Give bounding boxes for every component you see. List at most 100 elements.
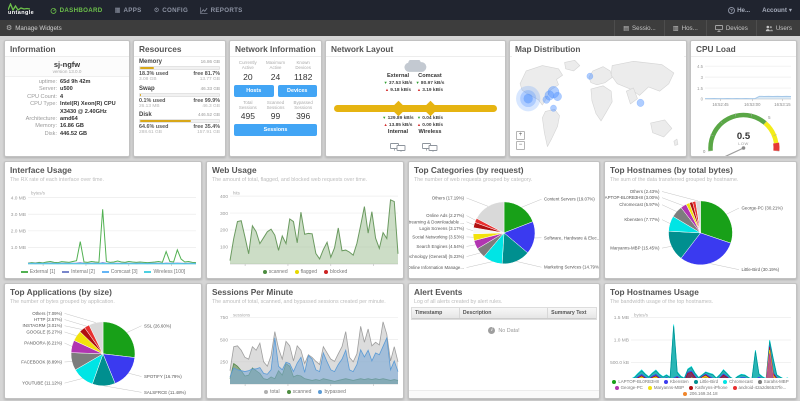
legend-marker [612,379,617,384]
stat-label: Bypassed Sessions [293,99,313,110]
column-description[interactable]: Description [460,308,549,318]
zoom-in-button[interactable]: + [516,131,525,140]
legend-item[interactable]: Internal [2] [62,269,95,275]
toggle-sessions[interactable]: ▤ Sessio... [614,20,664,36]
help-menu[interactable]: ? He... [728,6,750,14]
map-point[interactable] [636,98,645,107]
legend-label: Internal [2] [71,269,95,275]
legend-item[interactable]: blocked [324,269,347,275]
map-point[interactable] [586,72,594,80]
map-point[interactable] [547,86,560,99]
gauge-tick [710,134,714,136]
interface-comcast[interactable]: Comcast ▼ 80.97 kB/s ▲ 3.19 kB/s [398,73,462,94]
interface-internal[interactable]: ▼ 129.89 kB/s ▲ 13.85 kB/s Internal [366,115,430,136]
gauge-min-label: 0 [703,149,706,154]
label-leader-line [516,261,542,268]
widget-web-usage: Web Usage The amount of total, flagged, … [206,161,404,279]
pie-slice[interactable] [503,201,534,234]
pie-slice-label: GOOGLE (5.27%) [26,329,62,334]
legend-item[interactable]: Wireless [100] [144,269,185,275]
column-summary-text[interactable]: Summary Text [551,310,587,316]
nav-dashboard[interactable]: DASHBOARD [50,6,102,14]
series-line [631,324,789,378]
host-block: sj-ngfw version 13.0.0 [5,57,129,77]
legend-label: android-42a2d66537fe... [738,385,787,390]
legend-item[interactable]: George-PC [614,385,643,390]
legend-item[interactable]: android-42a2d66537fe... [732,385,787,390]
map-point[interactable] [542,95,551,104]
pie-slice[interactable] [700,200,733,244]
legend-item[interactable]: Chromecast [723,379,753,384]
pie-slice-label: LAPTOP-BL0RB3H8 (3.00%) [605,195,660,200]
x-tick-label: 16:00 [239,267,251,268]
legend-item[interactable]: Kathryns-iPhone [689,385,728,390]
legend-item[interactable]: Comcast [3] [101,269,138,275]
wireless-devices[interactable]: 26 [410,139,450,156]
x-tick-label: 16:15 [282,387,294,388]
pie-slice[interactable] [476,201,505,234]
legend-item[interactable]: total [264,389,280,395]
top-hostnames-usage-chart: 500.0 kB1.0 MB1.5 MB16:0016:1516:3016:45… [605,306,796,378]
legend-item[interactable]: scanned [262,269,288,275]
nav-label: APPS [123,6,142,14]
legend-item[interactable]: bypassed [318,389,346,395]
users-icon [765,25,773,31]
legend-marker [683,391,688,396]
memory-bar-fill [140,67,155,69]
toggle-devices[interactable]: Devices [705,20,756,36]
legend-item[interactable]: 206.169.34.18 [683,391,718,396]
series-area [766,353,774,378]
x-tick-label: 16:53:15 [774,102,791,107]
widget-title: Top Applications (by size) [10,287,112,297]
legend-item[interactable]: flagged [294,269,317,275]
toggle-users[interactable]: Users [755,20,800,36]
legend-label: Sarahs-MBP [763,379,789,384]
world-map[interactable]: + − [512,56,684,154]
interface-wireless[interactable]: ▼ 0.04 kB/s ▲ 0.00 kB/s Wireless [398,115,462,136]
pie-slice[interactable] [102,321,136,358]
free-amount: 157.91 GB [197,130,220,135]
legend-item[interactable]: External [1] [20,269,55,275]
info-rows: uptime: 65d 9h 42m Server: u500 CPU Count:… [5,77,129,140]
pie-slice-label: Login Screens (3.17%) [419,226,464,231]
pie-slice[interactable] [695,200,701,233]
label-leader-line [661,197,684,206]
session-stats: Total Sessions 495 Scanned Sessions 99 Byp… [234,100,317,122]
legend-item[interactable]: LAPTOP-BL0RB3H8 [612,379,659,384]
legend-item[interactable]: Maryanns-MBP [647,385,684,390]
nav-reports[interactable]: REPORTS [200,6,243,14]
toggle-hosts[interactable]: ▥ Hos... [663,20,706,36]
legend-item[interactable]: scanned [286,389,311,395]
x-tick-label: 16:15 [282,267,294,268]
info-value: 4 [60,93,64,100]
devices-button[interactable]: Devices [277,84,317,97]
legend-marker [723,379,728,384]
legend-item[interactable]: Sarahs-MBP [757,379,789,384]
gauge-tick [750,113,753,117]
bus-connector [422,100,438,117]
column-timestamp[interactable]: Timestamp [412,308,460,318]
hosts-button[interactable]: Hosts [234,84,274,97]
nav-apps[interactable]: ▦ APPS [115,6,142,15]
nav-config[interactable]: ⚙ CONFIG [154,6,189,15]
map-point[interactable] [553,92,562,101]
legend-label: Kbensten [670,379,689,384]
map-point[interactable] [550,104,557,112]
zoom-out-button[interactable]: − [516,141,525,150]
y-tick-label: 200 [220,228,228,234]
pie-slice[interactable] [88,321,104,354]
interface-usage-chart: 1.0 MB 2.0 MB 3.0 MB 4.0 MB 16:00 16:15 16:30 1… [5,184,201,268]
untangle-logo[interactable]: untangle [8,3,34,17]
account-menu[interactable]: Account ▾ [762,7,792,14]
legend-label: Comcast [3] [110,269,138,275]
pie-slice[interactable] [680,232,732,266]
label-leader-line [64,319,87,327]
chart-canvas: 250 500 750 16:00 16:15 16:30 16:45 sessions [220,313,399,388]
chevron-down-icon: ▾ [788,6,792,14]
manage-widgets-button[interactable]: ⚙ Manage Widgets [6,24,62,33]
sessions-button[interactable]: Sessions [234,124,317,136]
internal-devices[interactable]: 40 [378,139,418,156]
interface-external[interactable]: External ▼ 37.53 kB/s ▲ 9.18 kB/s [366,73,430,94]
legend-item[interactable]: Little-Bird [693,379,718,384]
legend-item[interactable]: Kbensten [664,379,689,384]
